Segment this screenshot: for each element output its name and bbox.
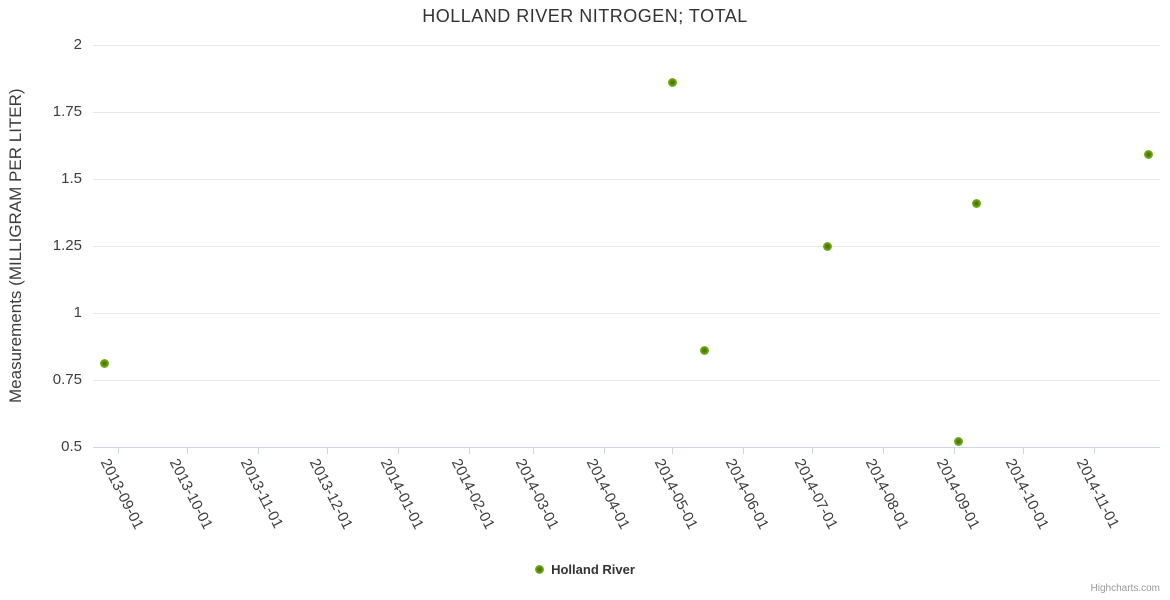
chart-title: HOLLAND RIVER NITROGEN; TOTAL — [422, 6, 748, 26]
y-gridline — [93, 245, 1160, 247]
legend-item[interactable]: Holland River — [535, 562, 635, 577]
data-point[interactable] — [699, 346, 709, 356]
y-axis-title: Measurements (MILLIGRAM PER LITER) — [6, 88, 25, 404]
x-axis-tick-label: 2014-07-01 — [790, 456, 841, 533]
x-axis-tick-label: 2014-03-01 — [511, 456, 562, 533]
x-axis-tick — [257, 448, 259, 454]
x-axis-tick — [118, 448, 120, 454]
data-point[interactable] — [667, 78, 677, 88]
x-axis-tick — [1093, 448, 1095, 454]
x-axis-tick-label: 2014-10-01 — [1001, 456, 1052, 533]
x-axis-tick — [743, 448, 745, 454]
highcharts-credit-link[interactable]: Highcharts.com — [1090, 583, 1160, 594]
x-axis-tick — [326, 448, 328, 454]
x-axis-tick — [882, 448, 884, 454]
x-axis-tick-label: 2014-06-01 — [722, 456, 773, 533]
x-axis-tick — [468, 448, 470, 454]
y-axis-tick-label: 0.5 — [61, 438, 82, 455]
x-axis-tick — [953, 448, 955, 454]
x-axis-tick — [1022, 448, 1024, 454]
y-axis-tick-label: 0.75 — [52, 371, 82, 388]
x-axis-tick-label: 2014-01-01 — [376, 456, 427, 533]
x-axis-tick-label: 2014-11-01 — [1072, 456, 1122, 532]
x-axis-tick-label: 2014-04-01 — [582, 456, 633, 533]
x-axis-tick-label: 2014-09-01 — [932, 456, 983, 533]
x-axis-tick-label: 2013-10-01 — [165, 456, 216, 533]
y-axis-tick-label: 1.25 — [52, 237, 82, 254]
y-axis-tick-label: 1.75 — [52, 103, 82, 120]
x-axis-tick-label: 2013-11-01 — [236, 456, 287, 532]
legend: Holland River — [0, 562, 1170, 577]
x-axis-tick — [397, 448, 399, 454]
data-point[interactable] — [954, 437, 963, 447]
x-axis-tick-label: 2014-05-01 — [651, 456, 702, 533]
y-axis-tick-label: 1.5 — [61, 170, 82, 187]
x-axis-tick — [532, 448, 534, 454]
x-axis-tick — [811, 448, 813, 454]
data-point[interactable] — [972, 198, 982, 208]
x-axis-tick-label: 2013-09-01 — [97, 456, 148, 533]
x-axis-tick — [186, 448, 188, 454]
legend-marker-icon — [535, 565, 545, 574]
y-axis-tick-label: 2 — [73, 36, 82, 53]
x-axis-tick-label: 2013-12-01 — [305, 456, 356, 533]
data-point[interactable] — [99, 359, 109, 369]
x-axis-line — [93, 447, 1160, 448]
data-point[interactable] — [823, 241, 833, 251]
y-gridline — [93, 111, 1160, 113]
x-axis-tick — [672, 448, 674, 454]
y-gridline — [93, 178, 1160, 180]
y-axis-tick-label: 1 — [73, 304, 82, 321]
x-axis-tick-label: 2014-02-01 — [447, 456, 498, 533]
y-gridline — [93, 312, 1160, 314]
legend-item-label: Holland River — [551, 562, 635, 577]
y-gridline — [93, 379, 1160, 381]
x-axis-tick-label: 2014-08-01 — [861, 456, 912, 533]
y-gridline — [93, 44, 1160, 46]
data-point[interactable] — [1144, 150, 1154, 160]
x-axis-tick — [603, 448, 605, 454]
